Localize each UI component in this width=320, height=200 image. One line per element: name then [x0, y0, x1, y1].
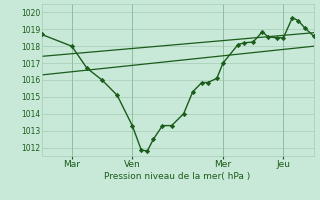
- X-axis label: Pression niveau de la mer( hPa ): Pression niveau de la mer( hPa ): [104, 172, 251, 181]
